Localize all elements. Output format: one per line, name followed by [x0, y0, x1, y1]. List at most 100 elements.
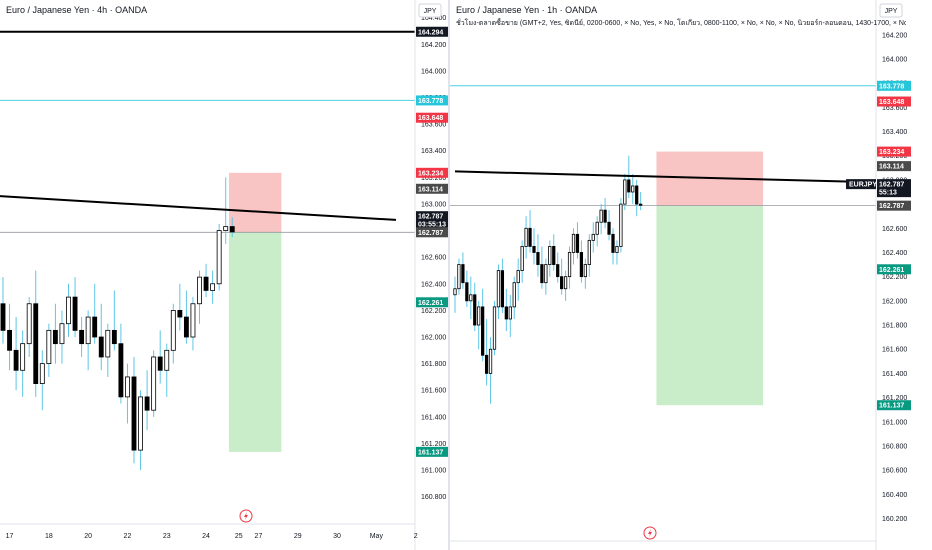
- y-tick-label: 161.200: [882, 395, 907, 402]
- price-axis[interactable]: [415, 0, 448, 550]
- candle: [190, 303, 196, 338]
- candle: [591, 233, 595, 241]
- price-tag-label: 162.787: [418, 214, 443, 221]
- candle: [524, 227, 528, 247]
- price-tag-label: 163.778: [879, 83, 904, 90]
- candle: [7, 329, 12, 351]
- candle: [484, 354, 489, 374]
- currency-button-label: JPY: [885, 8, 898, 15]
- candle: [516, 270, 520, 284]
- candle: [13, 349, 19, 371]
- price-tag: [877, 179, 911, 198]
- currency-button[interactable]: [418, 3, 442, 18]
- candle: [607, 221, 611, 235]
- x-tick-label: 29: [294, 533, 302, 540]
- chart-pane-1h[interactable]: 164.200164.000163.800163.600163.400163.2…: [450, 0, 932, 550]
- y-tick-label: 164.000: [882, 56, 907, 63]
- chart-1h[interactable]: 164.200164.000163.800163.600163.400163.2…: [450, 0, 932, 550]
- candle: [72, 296, 78, 331]
- x-tick-label: 18: [45, 533, 53, 540]
- candle: [635, 185, 639, 205]
- candle: [567, 252, 572, 278]
- candle: [105, 329, 111, 358]
- price-tag-label: 162.261: [418, 300, 443, 307]
- candle: [575, 233, 580, 253]
- take-profit-zone[interactable]: [228, 232, 282, 452]
- y-tick-label: 161.800: [882, 323, 907, 330]
- candle: [138, 396, 143, 451]
- candle: [611, 233, 615, 253]
- price-tag-label: 162.787: [418, 230, 443, 237]
- lightning-icon[interactable]: [239, 509, 253, 523]
- candle: [532, 246, 536, 253]
- take-profit-zone[interactable]: [656, 205, 764, 406]
- y-tick-label: 163.600: [882, 105, 907, 112]
- stop-loss-zone[interactable]: [228, 172, 282, 233]
- candle: [615, 246, 619, 253]
- currency-button-label: JPY: [424, 8, 437, 15]
- price-tag: [416, 167, 448, 178]
- y-tick-label: 162.000: [421, 335, 446, 342]
- y-tick-label: 160.800: [882, 443, 907, 450]
- y-tick-label: 164.000: [421, 68, 446, 75]
- candle: [571, 233, 576, 253]
- candle: [118, 343, 124, 398]
- candle: [197, 276, 202, 305]
- candle: [457, 264, 461, 290]
- chart-4h[interactable]: 164.400164.200164.000163.800163.600163.4…: [0, 0, 448, 550]
- candle: [508, 306, 512, 320]
- price-axis[interactable]: [876, 0, 932, 550]
- y-tick-label: 161.200: [421, 441, 446, 448]
- symbol-tag: [846, 179, 876, 190]
- price-tag-label: 163.234: [879, 149, 904, 156]
- candle: [544, 264, 548, 284]
- candle: [98, 336, 104, 358]
- price-tag-label: 163.778: [418, 98, 443, 105]
- price-tag: [877, 80, 911, 91]
- candle: [520, 246, 524, 272]
- price-tag: [416, 211, 448, 230]
- price-tag-label: 161.137: [418, 449, 443, 456]
- x-tick-label: 22: [124, 533, 132, 540]
- candle: [453, 288, 457, 296]
- candle: [639, 203, 643, 206]
- price-tag: [416, 297, 448, 308]
- price-tag: [416, 112, 448, 123]
- candle: [540, 264, 544, 284]
- price-tag: [877, 200, 911, 211]
- price-tag: [416, 446, 448, 457]
- price-tag: [416, 26, 448, 37]
- pane-divider[interactable]: [448, 0, 450, 550]
- candle: [85, 316, 91, 345]
- price-tag: [416, 95, 448, 106]
- price-tag-label: 164.294: [418, 29, 443, 36]
- price-tag: [877, 161, 911, 172]
- currency-button[interactable]: [879, 3, 903, 18]
- candle: [560, 276, 564, 290]
- x-tick-label: 30: [333, 533, 341, 540]
- price-tag-label: 163.648: [418, 115, 443, 122]
- candle: [52, 329, 58, 345]
- indicator-legend[interactable]: ชั่วโมง-ตลาดซื้อขาย (GMT+2, Yes, ซิดนีย์…: [456, 20, 906, 27]
- y-tick-label: 162.400: [421, 281, 446, 288]
- y-tick-label: 162.200: [882, 274, 907, 281]
- x-tick-label: 23: [163, 533, 171, 540]
- trend-line[interactable]: [0, 195, 397, 221]
- candle: [512, 282, 516, 308]
- candle: [203, 276, 209, 291]
- candle: [0, 303, 6, 331]
- candle: [552, 246, 556, 265]
- candle: [536, 252, 540, 265]
- lightning-icon[interactable]: [643, 526, 657, 540]
- y-tick-label: 160.600: [882, 468, 907, 475]
- y-tick-label: 160.400: [882, 492, 907, 499]
- candle: [92, 316, 98, 338]
- chart-pane-4h[interactable]: 164.400164.200164.000163.800163.600163.4…: [0, 0, 448, 550]
- y-tick-label: 161.400: [882, 371, 907, 378]
- x-tick-label: May: [370, 533, 384, 540]
- y-tick-label: 162.600: [421, 255, 446, 262]
- y-tick-label: 161.000: [882, 419, 907, 426]
- candle: [500, 270, 505, 308]
- x-tick-label: 27: [255, 533, 263, 540]
- candle: [623, 179, 627, 205]
